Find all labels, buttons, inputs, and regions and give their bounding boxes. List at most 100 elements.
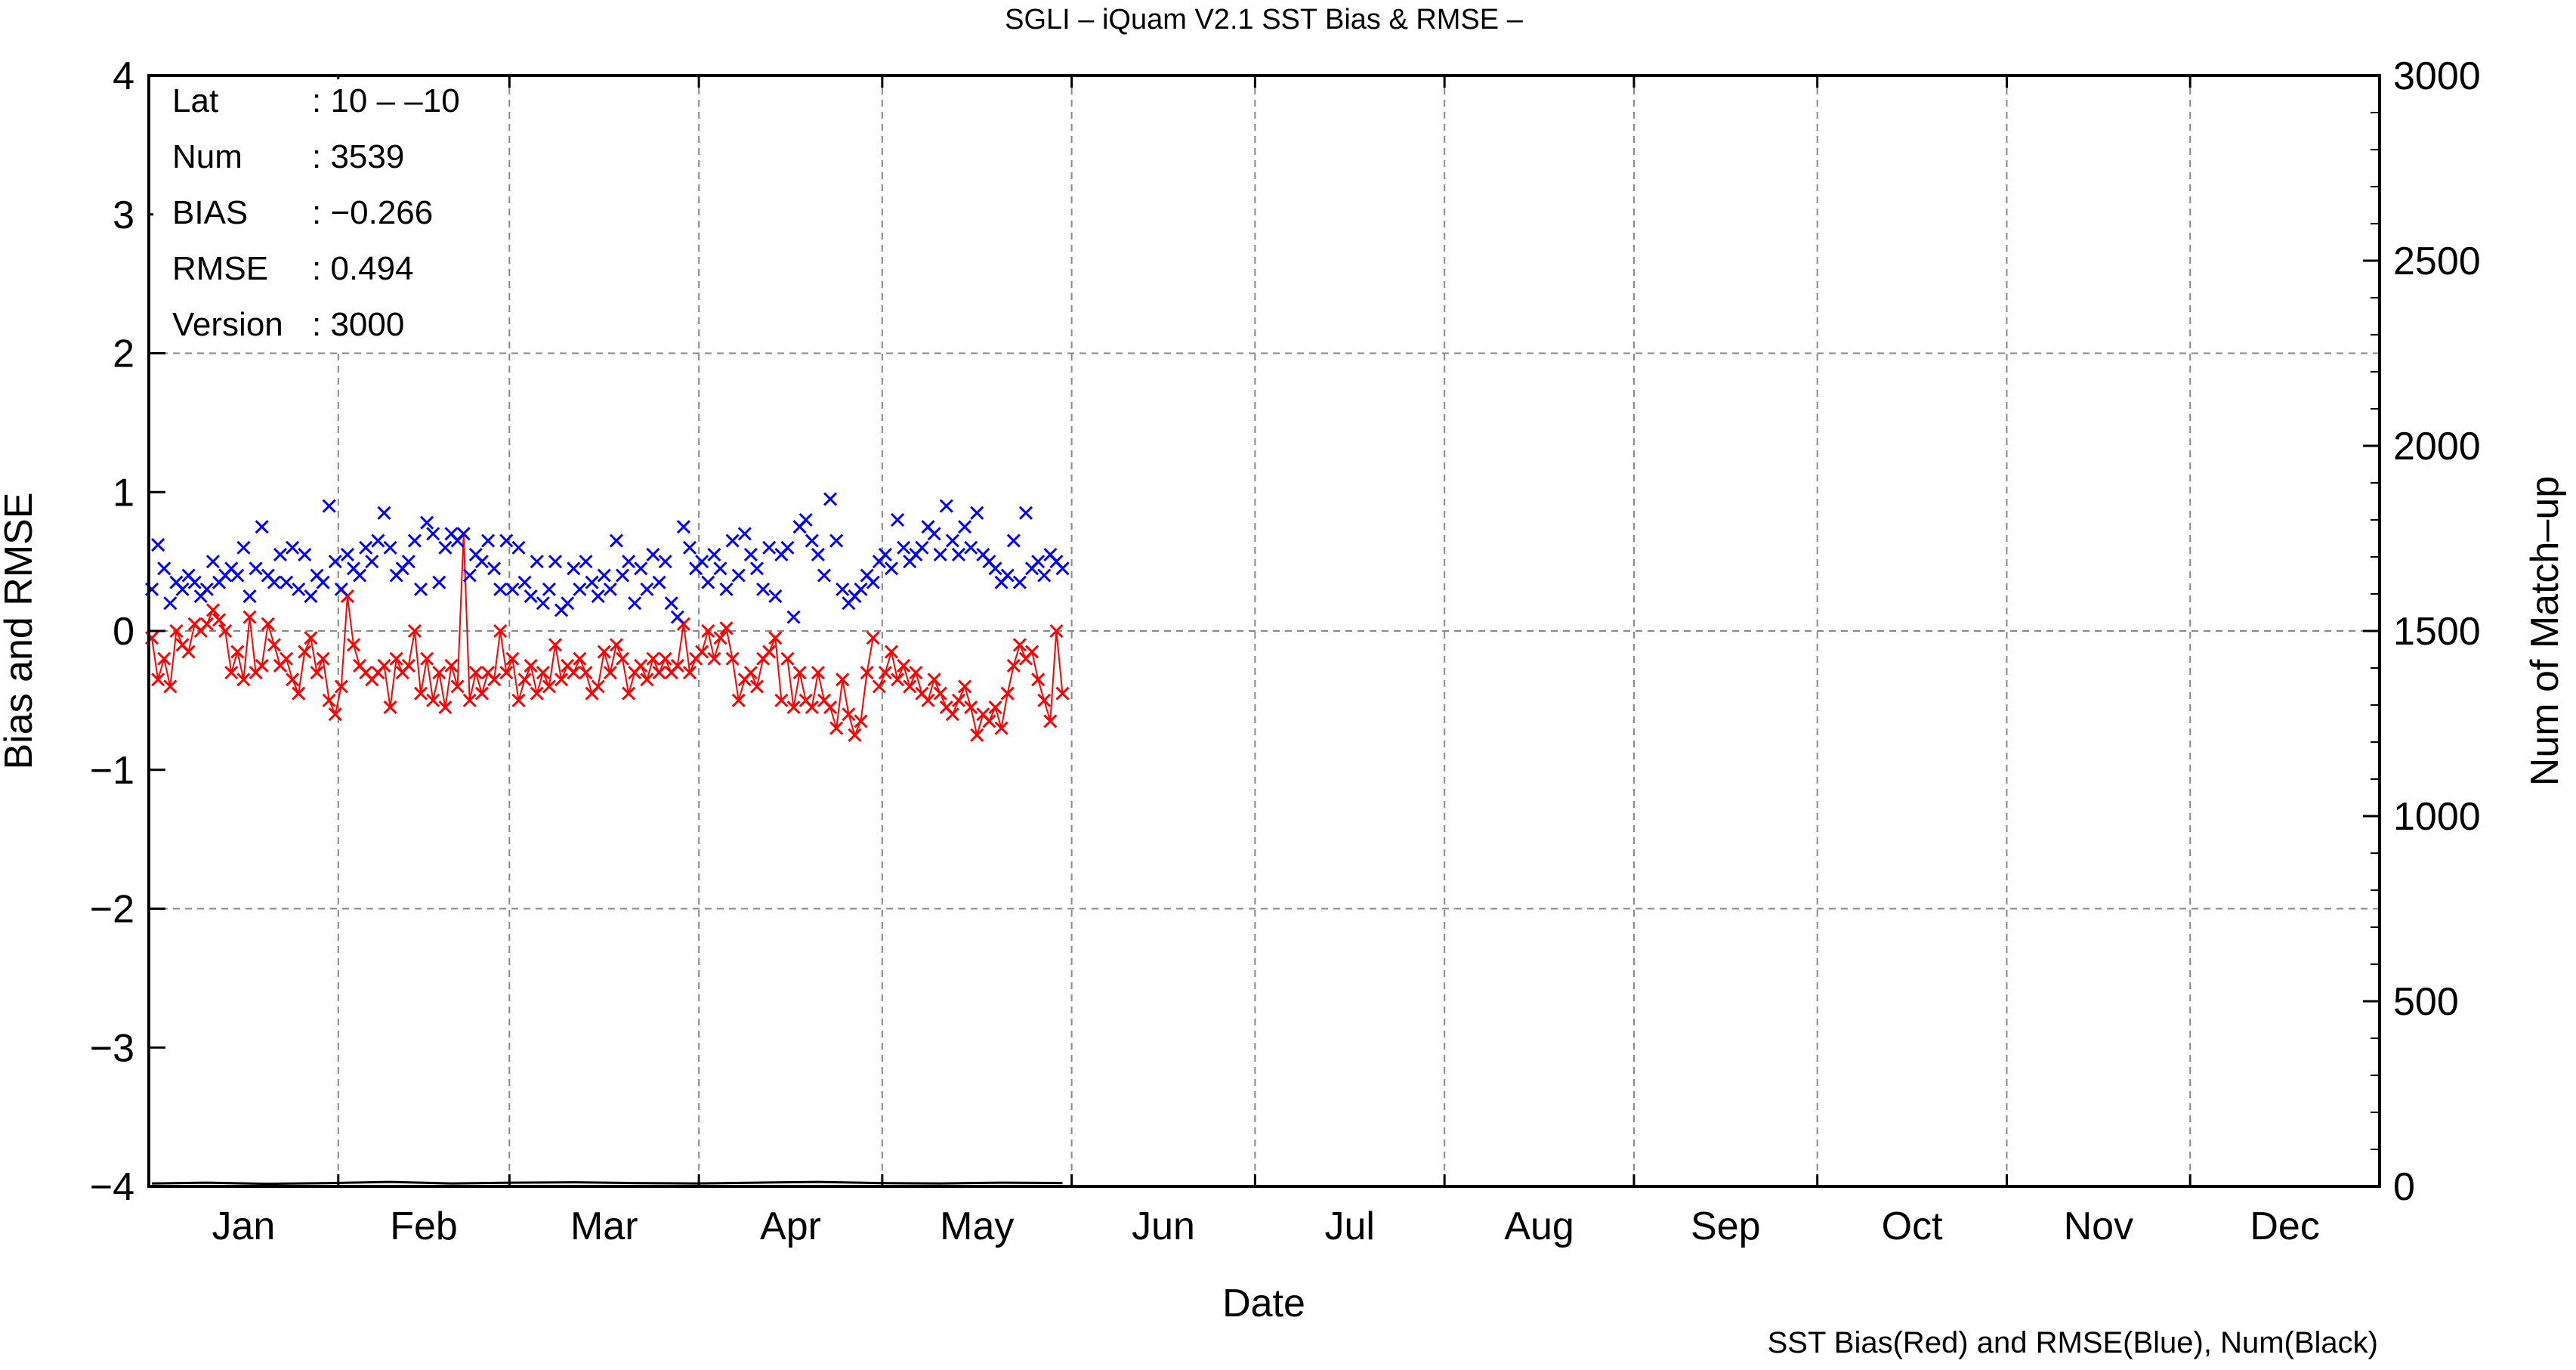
rmse-point [340,547,354,561]
stats-key: Lat [172,82,218,119]
x-tick-label: Apr [760,1205,821,1248]
bias-point [536,666,550,680]
bias-point [346,638,361,652]
bias-point [450,679,465,694]
bias-point [511,693,526,707]
x-tick-label: Nov [2064,1205,2133,1248]
rmse-point [401,555,415,569]
rmse-point [328,555,342,569]
bias-point [951,693,966,707]
rmse-point [897,540,911,555]
rmse-point [1012,575,1027,589]
bias-point [872,679,886,694]
stats-value: : 0.494 [312,250,414,287]
rmse-point [462,568,477,583]
rmse-point [866,575,880,589]
rmse-point [542,582,556,596]
rmse-point [353,568,367,583]
bias-point [774,693,789,707]
x-tick-label: Mar [570,1205,638,1248]
rmse-point [456,527,471,541]
bias-point [383,700,397,715]
bias-point [242,610,257,624]
rmse-point [286,540,300,555]
bias-point [524,658,538,673]
x-tick-label: May [940,1205,1014,1248]
rmse-point [426,527,440,541]
rmse-point [1018,506,1033,520]
bias-point [609,638,623,652]
rmse-point [298,547,312,561]
x-tick-label: Jul [1325,1205,1375,1248]
rmse-point [725,533,740,548]
bias-point [695,645,709,659]
rmse-point [511,540,526,555]
bias-point [157,651,171,666]
bias-point [389,651,403,666]
bias-point [1055,686,1070,700]
bias-point [474,686,489,700]
rmse-point [585,575,599,589]
bias-point [505,651,520,666]
rmse-point [719,582,734,596]
bias-point [591,679,605,694]
rmse-point [579,555,593,569]
y-left-tick-label: −3 [90,1026,134,1070]
rmse-point [817,568,832,583]
bias-point [1043,714,1058,728]
bias-point [811,666,825,680]
rmse-point [242,589,257,604]
rmse-point [480,533,496,548]
bias-point [255,658,269,673]
rmse-point [536,596,550,611]
bias-point [267,638,281,652]
rmse-point [786,610,801,624]
bias-point [438,700,452,715]
y-axis-left-label: Bias and RMSE [0,492,41,769]
bias-point [517,673,532,687]
bias-point [823,700,838,715]
bias-point [622,686,636,700]
rmse-point [615,568,630,583]
x-tick-label: Sep [1691,1205,1761,1248]
rmse-point [1000,568,1015,583]
bias-point [316,651,330,666]
stats-box: Lat: 10 – –10 Num: 3539 BIAS: −0.266 RMSE: … [153,79,502,351]
x-tick-label: Jan [212,1205,275,1248]
rmse-point [756,582,771,596]
x-tick-label: Oct [1882,1205,1943,1248]
bias-point [743,666,758,680]
rmse-point [731,568,746,583]
bias-point [432,666,446,680]
y-right-tick-label: 0 [2393,1165,2415,1209]
bias-point [322,693,336,707]
bias-point [836,673,850,687]
rmse-point [707,547,721,561]
rmse-point [695,555,709,569]
legend-footer: SST Bias(Red) and RMSE(Blue), Num(Black) [1768,1326,2378,1359]
bias-point [884,645,899,659]
bias-point [897,658,911,673]
bias-point [444,658,459,673]
rmse-point [634,561,648,576]
bias-point [567,666,581,680]
rmse-point [854,582,868,596]
rmse-point [493,582,508,596]
rmse-point [365,555,379,569]
rmse-point [676,520,690,534]
rmse-point [359,540,373,555]
bias-point [866,631,880,645]
rmse-point [334,582,348,596]
y-right-tick-label: 1000 [2393,795,2481,839]
x-tick-label: Dec [2250,1205,2319,1248]
rmse-point [267,575,281,589]
rmse-point [646,547,660,561]
rmse-point [945,533,959,548]
rmse-point [933,547,947,561]
bias-point [762,645,777,659]
bias-point [151,673,165,687]
bias-point [634,658,648,673]
rmse-point [939,499,953,513]
rmse-point [255,520,269,534]
bias-point [848,728,862,742]
